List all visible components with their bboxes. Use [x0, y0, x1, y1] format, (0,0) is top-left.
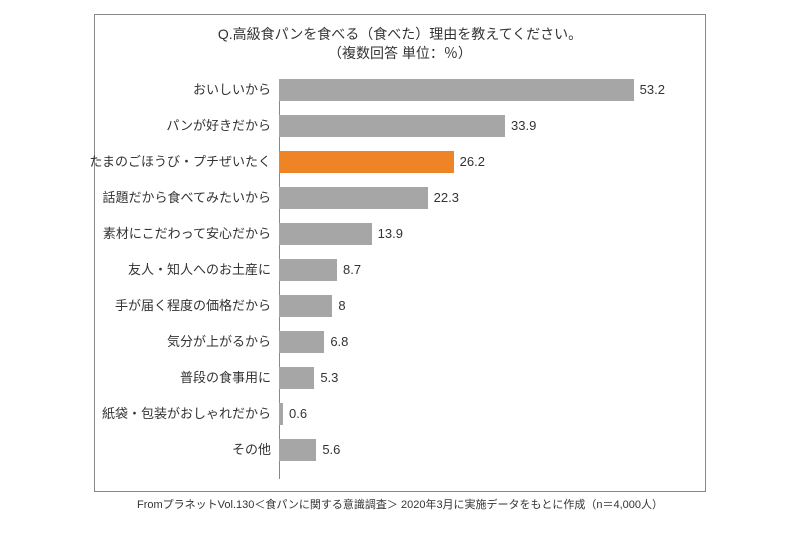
bar-row: 素材にこだわって安心だから13.9	[279, 223, 679, 245]
bar-value-label: 5.6	[316, 439, 340, 461]
chart-plot-area: おいしいから53.2 パンが好きだから33.9 たまのごほうび・プチぜいたく26.2…	[279, 79, 679, 479]
chart-title: Q.高級食パンを食べる（食べた）理由を教えてください。 （複数回答 単位：％）	[95, 15, 705, 63]
bar: 0.6	[279, 403, 283, 425]
category-label: 気分が上がるから	[167, 331, 279, 353]
category-label: 話題だから食べてみたいから	[103, 187, 279, 209]
chart-frame: Q.高級食パンを食べる（食べた）理由を教えてください。 （複数回答 単位：％） …	[94, 14, 706, 492]
bar: 33.9	[279, 115, 505, 137]
bar-row: おいしいから53.2	[279, 79, 679, 101]
category-label: 紙袋・包装がおしゃれだから	[102, 403, 279, 425]
category-label: おいしいから	[193, 79, 279, 101]
category-label: 普段の食事用に	[180, 367, 279, 389]
bar-value-label: 22.3	[428, 187, 459, 209]
bar-row: 手が届く程度の価格だから8	[279, 295, 679, 317]
bar-value-label: 26.2	[454, 151, 485, 173]
category-label: 素材にこだわって安心だから	[103, 223, 279, 245]
bar-row: 友人・知人へのお土産に8.7	[279, 259, 679, 281]
bar-value-label: 13.9	[372, 223, 403, 245]
bar-row: たまのごほうび・プチぜいたく26.2	[279, 151, 679, 173]
bar: 53.2	[279, 79, 634, 101]
bar-value-label: 33.9	[505, 115, 536, 137]
bar-row: 気分が上がるから6.8	[279, 331, 679, 353]
chart-title-line1: Q.高級食パンを食べる（食べた）理由を教えてください。	[95, 25, 705, 44]
bar-value-label: 53.2	[634, 79, 665, 101]
chart-source-note: FromプラネットVol.130＜食パンに関する意識調査＞ 2020年3月に実施…	[94, 496, 706, 512]
bar-row: 紙袋・包装がおしゃれだから0.6	[279, 403, 679, 425]
bar: 6.8	[279, 331, 324, 353]
bar-value-label: 5.3	[314, 367, 338, 389]
chart-title-line2: （複数回答 単位：％）	[95, 44, 705, 63]
bar: 8.7	[279, 259, 337, 281]
category-label: その他	[232, 439, 279, 461]
bar-row: パンが好きだから33.9	[279, 115, 679, 137]
bar-row: その他5.6	[279, 439, 679, 461]
category-label: パンが好きだから	[166, 115, 279, 137]
bar: 13.9	[279, 223, 372, 245]
bar-value-label: 0.6	[283, 403, 307, 425]
bar: 5.3	[279, 367, 314, 389]
bar-value-label: 8.7	[337, 259, 361, 281]
bar: 5.6	[279, 439, 316, 461]
bar-value-label: 6.8	[324, 331, 348, 353]
bar: 26.2	[279, 151, 454, 173]
bar-value-label: 8	[332, 295, 345, 317]
category-label: たまのごほうび・プチぜいたく	[89, 151, 279, 173]
bar: 8	[279, 295, 332, 317]
bar-row: 話題だから食べてみたいから22.3	[279, 187, 679, 209]
category-label: 友人・知人へのお土産に	[128, 259, 279, 281]
bar-row: 普段の食事用に5.3	[279, 367, 679, 389]
bar: 22.3	[279, 187, 428, 209]
category-label: 手が届く程度の価格だから	[115, 295, 279, 317]
